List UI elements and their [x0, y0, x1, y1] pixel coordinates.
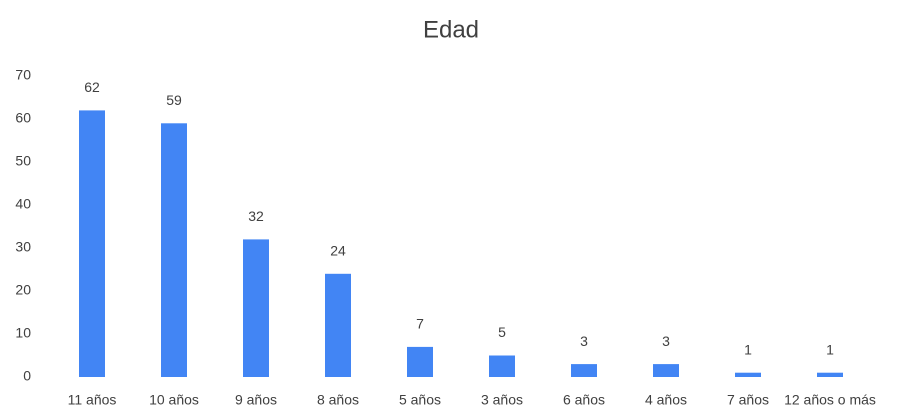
- x-tick-label: 5 años: [399, 392, 441, 408]
- bar: [325, 273, 351, 377]
- bar: [161, 123, 187, 377]
- data-label: 24: [330, 243, 346, 259]
- data-label: 7: [416, 316, 424, 332]
- y-tick-label: 60: [15, 110, 31, 126]
- data-label: 32: [248, 208, 264, 224]
- x-tick-label: 4 años: [645, 392, 687, 408]
- x-tick-label: 11 años: [68, 392, 117, 408]
- data-label: 59: [166, 92, 182, 108]
- y-tick-label: 40: [15, 196, 31, 212]
- chart-title: Edad: [423, 16, 479, 43]
- x-tick-label: 7 años: [727, 392, 769, 408]
- x-tick-label: 6 años: [563, 392, 605, 408]
- y-tick-label: 30: [15, 239, 31, 255]
- bar: [79, 110, 105, 378]
- y-tick-label: 0: [23, 368, 31, 384]
- data-label: 62: [84, 79, 100, 95]
- x-tick-label: 9 años: [235, 392, 277, 408]
- bar: [735, 372, 761, 377]
- x-tick-label: 8 años: [317, 392, 359, 408]
- bar: [489, 355, 515, 377]
- bar: [571, 364, 597, 377]
- data-label: 3: [662, 333, 670, 349]
- y-tick-label: 20: [15, 282, 31, 298]
- x-tick-label: 3 años: [481, 392, 523, 408]
- bar: [407, 346, 433, 377]
- x-tick-label: 10 años: [149, 392, 199, 408]
- data-label: 3: [580, 333, 588, 349]
- data-label: 1: [744, 341, 752, 357]
- x-tick-label: 12 años o más: [784, 392, 876, 408]
- y-tick-label: 10: [15, 325, 31, 341]
- y-tick-label: 70: [15, 67, 31, 83]
- bar: [817, 372, 843, 377]
- data-label: 5: [498, 324, 506, 340]
- bar: [653, 364, 679, 377]
- bar: [243, 239, 269, 377]
- y-tick-label: 50: [15, 153, 31, 169]
- data-label: 1: [826, 341, 834, 357]
